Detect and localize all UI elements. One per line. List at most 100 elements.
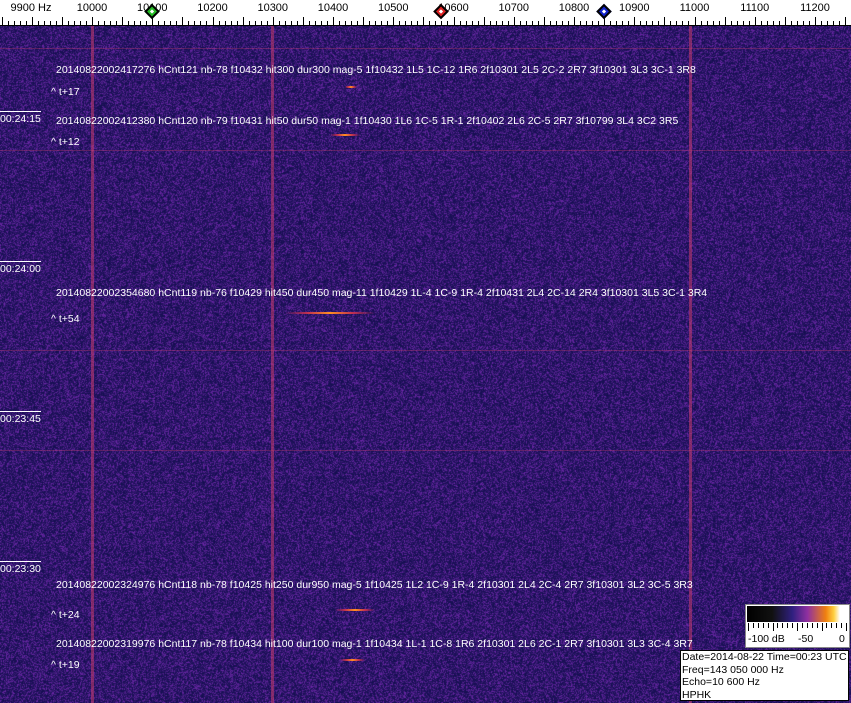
axis-tick [598,21,599,25]
axis-label: 11100 [740,2,769,14]
axis-tick [797,21,798,25]
axis-tick [381,21,382,25]
interference-line [0,350,851,351]
axis-tick [74,21,75,25]
meteor-echo [335,609,375,611]
axis-tick [496,21,497,25]
axis-tick [616,21,617,25]
station-name: HPHK [682,689,848,702]
axis-tick [707,21,708,25]
meteor-echo [340,659,365,661]
blue-marker-icon[interactable] [596,4,612,20]
axis-tick [827,21,828,25]
axis-tick [351,21,352,25]
axis-tick [761,21,762,25]
axis-tick [580,21,581,25]
meteor-echo [285,312,375,314]
axis-tick [556,21,557,25]
axis-tick [122,17,123,25]
scale-tick [826,623,827,628]
carrier-line [689,26,692,703]
axis-tick [670,21,671,25]
axis-tick [682,21,683,25]
axis-tick [610,21,611,25]
axis-label: 10200 [197,2,228,14]
axis-tick [345,21,346,25]
axis-tick [538,21,539,25]
axis-tick [411,21,412,25]
interference-line [0,48,851,49]
axis-tick [200,21,201,25]
axis-tick [375,21,376,25]
date-time: Date=2014-08-22 Time=00:23 UTC [682,651,848,664]
axis-tick [32,17,33,25]
axis-tick [713,21,714,25]
axis-tick [676,21,677,25]
axis-tick [158,21,159,25]
axis-tick [249,21,250,25]
axis-tick [592,21,593,25]
axis-label: 10500 [378,2,409,14]
spectrogram-canvas [0,26,851,703]
scale-min-label: -100 dB [748,633,785,645]
scale-tick [841,623,842,628]
axis-tick [803,21,804,25]
axis-tick [743,21,744,25]
axis-tick [297,21,298,25]
scale-tick [758,623,759,628]
scale-tick [748,623,749,631]
axis-tick [2,17,3,25]
interference-line [0,450,851,451]
axis-label: 11000 [680,2,710,14]
axis-tick [273,17,274,25]
axis-tick [821,21,822,25]
event-offset: ^ t+19 [51,659,80,671]
axis-unit-label: 9900 Hz [11,2,52,14]
axis-tick [767,21,768,25]
axis-tick [255,21,256,25]
axis-tick [80,21,81,25]
axis-tick [56,21,57,25]
scale-tick [836,623,837,628]
axis-tick [423,17,424,25]
axis-tick [134,21,135,25]
color-gradient [747,606,848,622]
axis-tick [14,21,15,25]
axis-tick [544,17,545,25]
event-text: 20140822002417276 hCnt121 nb-78 f10432 h… [56,64,696,76]
axis-tick [315,21,316,25]
axis-tick [779,21,780,25]
axis-tick [267,21,268,25]
scale-tick [782,623,783,628]
event-offset: ^ t+24 [51,609,80,621]
event-offset: ^ t+12 [51,136,80,148]
axis-tick [219,21,220,25]
frequency: Freq=143 050 000 Hz [682,664,848,677]
axis-tick [225,21,226,25]
axis-tick [279,21,280,25]
axis-tick [785,17,786,25]
time-label: 00:24:00 [0,261,41,275]
axis-tick [664,17,665,25]
axis-tick [532,21,533,25]
axis-tick [640,21,641,25]
axis-tick [291,21,292,25]
axis-tick [237,21,238,25]
axis-tick [261,21,262,25]
axis-tick [550,21,551,25]
scale-tick [831,623,832,628]
axis-tick [526,21,527,25]
axis-label: 11200 [800,2,830,14]
time-label: 00:24:15 [0,111,41,125]
time-label: 00:23:45 [0,411,41,425]
axis-tick [568,21,569,25]
axis-tick [140,21,141,25]
axis-tick [695,17,696,25]
axis-tick [478,21,479,25]
axis-label: 10700 [498,2,529,14]
axis-tick [68,21,69,25]
axis-tick [309,21,310,25]
scale-tick [792,623,793,628]
axis-tick [454,17,455,25]
time-label: 00:23:30 [0,561,41,575]
